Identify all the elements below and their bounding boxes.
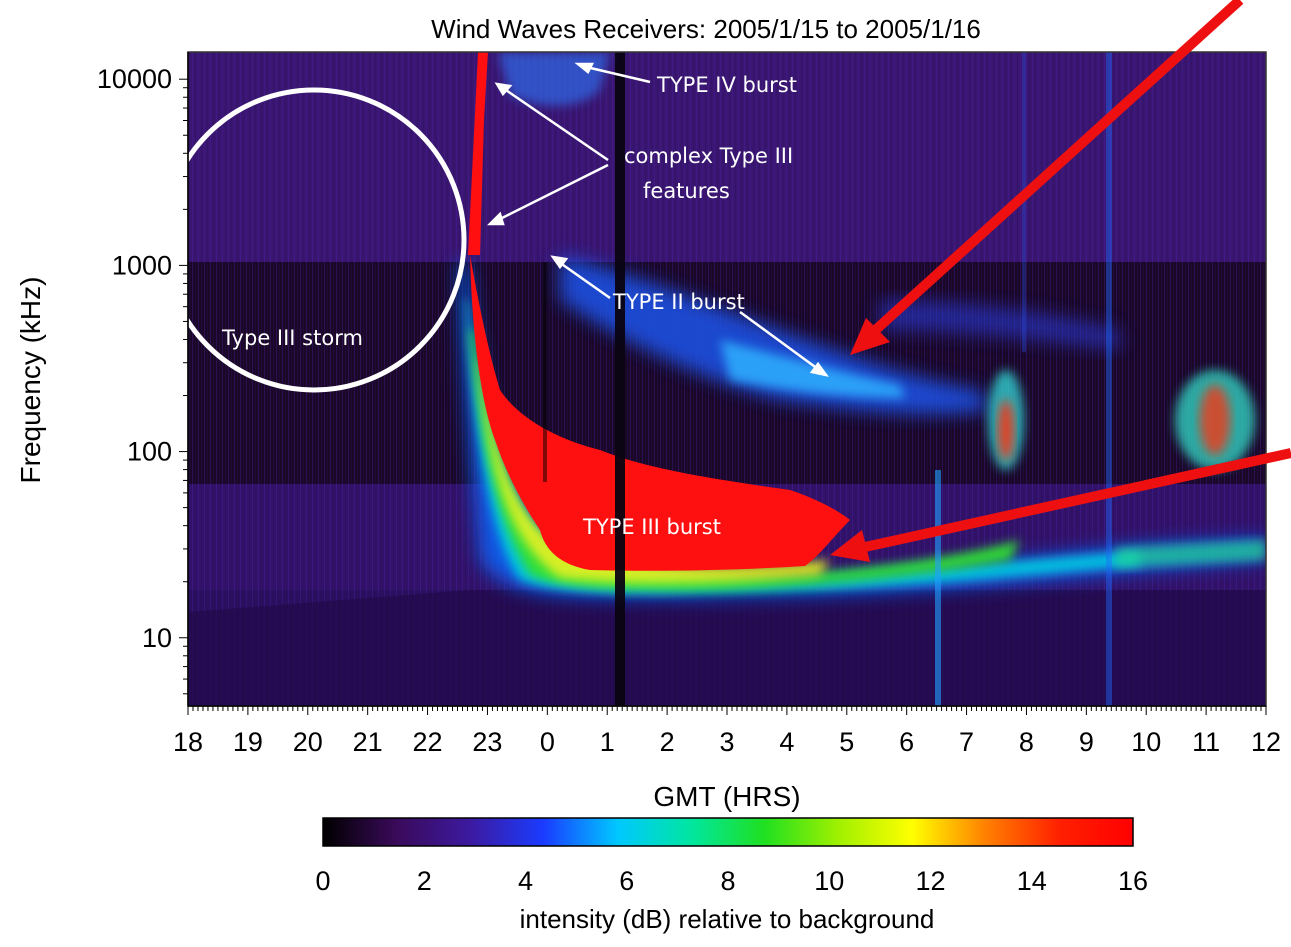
- spectrogram-plot: [188, 52, 1266, 706]
- x-tick-label: 6: [899, 727, 914, 757]
- arrow-complex-upper: [499, 84, 609, 162]
- x-tick-label: 11: [1192, 727, 1220, 757]
- arrow-head: [486, 211, 505, 226]
- label-complex-type-iii: complex Type III: [624, 144, 793, 168]
- x-tick-label: 21: [353, 727, 383, 757]
- late-event-core: [1200, 385, 1230, 455]
- x-axis-label: GMT (HRS): [653, 781, 800, 812]
- type-iii-green: [470, 330, 1020, 591]
- colorbar-tick-label: 10: [814, 866, 844, 896]
- late-band: [1116, 540, 1266, 568]
- data-gap-stripe: [615, 52, 625, 706]
- y-tick-label: 100: [127, 437, 172, 467]
- label-type-ii: TYPE II burst: [612, 290, 745, 314]
- x-tick-label: 20: [293, 727, 323, 757]
- y-tick-label: 10000: [97, 64, 172, 94]
- colorbar-tick-label: 14: [1017, 866, 1047, 896]
- x-tick-label: 8: [1019, 727, 1034, 757]
- colorbar-tick-label: 6: [619, 866, 634, 896]
- low-frequency-edge: [188, 590, 1266, 706]
- x-tick-label: 12: [1251, 727, 1281, 757]
- colorbar: [322, 817, 1134, 847]
- x-tick-label: 19: [233, 727, 263, 757]
- red-arrow-head: [830, 530, 870, 562]
- x-tick-label: 9: [1079, 727, 1094, 757]
- colorbar-tick-label: 12: [915, 866, 945, 896]
- x-tick-label: 1: [600, 727, 615, 757]
- x-tick-label: 3: [719, 727, 734, 757]
- arrow-complex-lower: [493, 163, 609, 224]
- type-ii-band-upper: [880, 300, 1120, 350]
- arrow-head: [809, 361, 829, 377]
- x-axis: 18 19 20 21 22 23 0 1 2 3 4 5 6 7 8 9 10 11 12: [173, 705, 1281, 757]
- arrow-head: [574, 62, 595, 74]
- arrow-type-iv: [581, 64, 651, 84]
- arrow-type-ii-left: [555, 258, 611, 300]
- colorbar-tick-label: 16: [1118, 866, 1148, 896]
- y-tick-label: 1000: [112, 250, 172, 280]
- colorbar-tick-label: 4: [518, 866, 533, 896]
- label-type-iii-storm: Type III storm: [221, 326, 363, 350]
- colorbar-tick-label: 2: [417, 866, 432, 896]
- type-ii-band: [560, 255, 990, 415]
- type-iii-storm-circle: [188, 87, 467, 393]
- chart-title: Wind Waves Receivers: 2005/1/15 to 2005/…: [431, 14, 981, 44]
- type-ii-band-core: [720, 340, 905, 398]
- colorbar-ticks: 0 2 4 6 8 10 12 14 16: [315, 866, 1148, 896]
- type-iii-red-drift: [468, 52, 488, 255]
- y-tick-label: 10: [142, 623, 172, 653]
- colorbar-tick-label: 8: [720, 866, 735, 896]
- y-axis: 10 100 1000 10000: [97, 52, 189, 706]
- red-arrow-head: [850, 318, 890, 355]
- red-arrows: [830, 0, 1291, 562]
- arrow-head: [494, 82, 513, 97]
- red-arrow-upper: [866, 0, 1244, 339]
- x-tick-label: 0: [540, 727, 555, 757]
- vertical-streak: [1106, 52, 1112, 706]
- x-tick-label: 22: [413, 727, 443, 757]
- type-iii-red-core: [470, 255, 850, 571]
- late-event-core: [998, 400, 1014, 460]
- vertical-streak: [543, 262, 547, 482]
- x-tick-label: 18: [173, 727, 203, 757]
- x-tick-label: 2: [660, 727, 675, 757]
- x-tick-label: 4: [779, 727, 794, 757]
- vertical-streak: [935, 470, 941, 706]
- x-tick-label: 23: [472, 727, 502, 757]
- label-features: features: [643, 179, 730, 203]
- x-tick-label: 10: [1131, 727, 1161, 757]
- label-type-iii-burst: TYPE III burst: [582, 515, 721, 539]
- x-tick-label: 5: [839, 727, 854, 757]
- arrow-head: [550, 255, 569, 270]
- arrow-type-ii-right: [739, 310, 823, 374]
- label-type-iv: TYPE IV burst: [656, 73, 797, 97]
- colorbar-label: intensity (dB) relative to background: [520, 904, 935, 934]
- x-tick-label: 7: [959, 727, 974, 757]
- y-axis-label: Frequency (kHz): [15, 277, 46, 484]
- colorbar-tick-label: 0: [315, 866, 330, 896]
- red-arrow-lower: [863, 448, 1291, 552]
- annotation-arrows: [486, 62, 829, 377]
